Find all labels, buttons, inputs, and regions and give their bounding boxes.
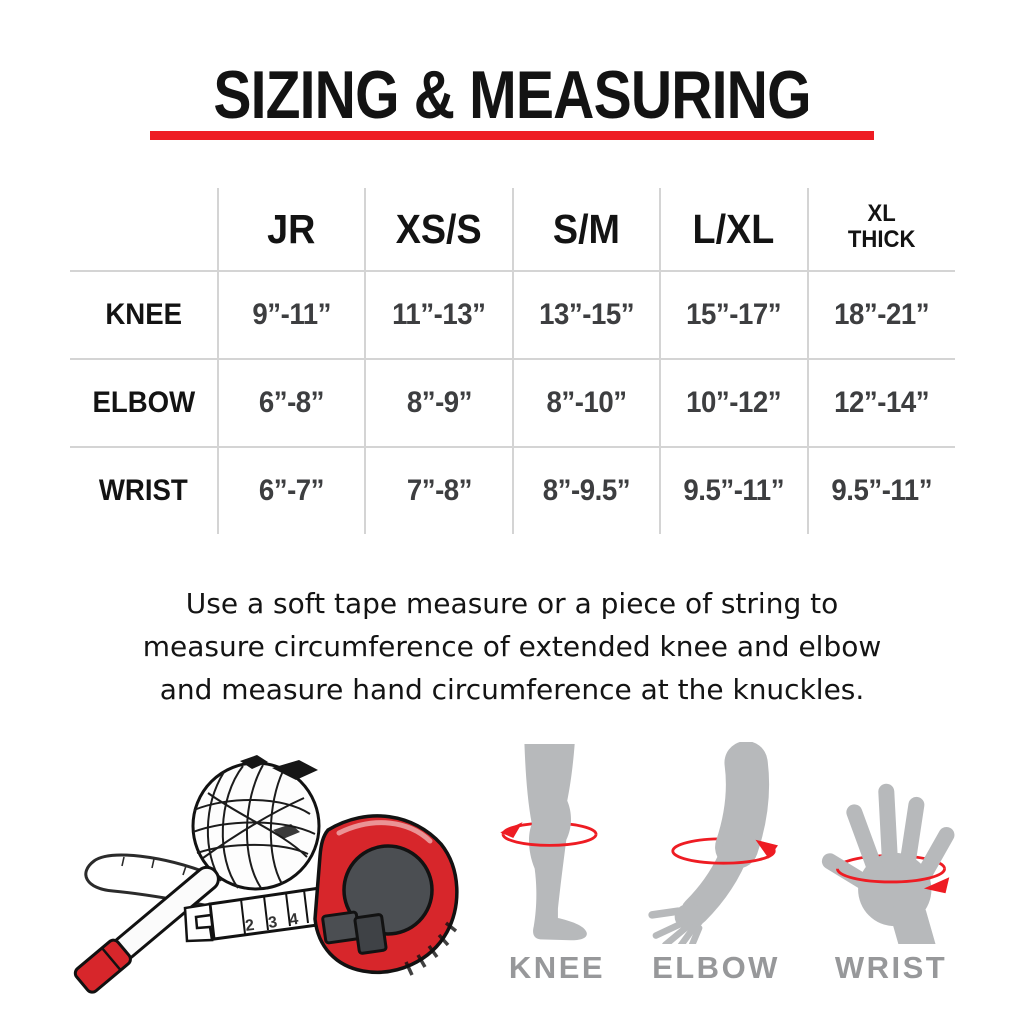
wrist-illustration [821, 783, 955, 944]
col-header-xl-thick: XL THICK [806, 188, 955, 271]
size-cell: 8”-9” [364, 358, 513, 447]
svg-text:2: 2 [244, 917, 255, 935]
size-cell: 8”-10” [511, 358, 661, 447]
elbow-measure-ellipse [671, 839, 779, 865]
size-cell: 12”-14” [806, 358, 955, 447]
size-cell: 11”-13” [364, 270, 513, 359]
col-header-s-m: S/M [511, 188, 661, 271]
figure-label-elbow: ELBOW [652, 950, 780, 985]
knee-illustration [500, 744, 598, 941]
col-header-l-xl: L/XL [659, 188, 808, 271]
marker-pen-icon [73, 865, 220, 994]
tape-strip: 2 3 4 [183, 886, 327, 943]
size-cell: 9”-11” [216, 270, 366, 359]
figure-wrist: WRIST [816, 756, 966, 986]
size-cell: 18”-21” [806, 270, 955, 359]
elbow-illustration [648, 742, 779, 944]
tape-measure-icon: 2 3 4 [183, 814, 459, 976]
row-header-knee: KNEE [70, 270, 218, 359]
figure-label-wrist: WRIST [834, 950, 948, 985]
hand-silhouette [821, 783, 955, 944]
table-row-wrist: WRIST 6”-7” 7”-8” 8”-9.5” 9.5”-11” 9.5”-… [70, 446, 955, 534]
figure-knee: KNEE [490, 744, 624, 986]
size-cell: 10”-12” [659, 358, 808, 447]
instructions-text: Use a soft tape measure or a piece of st… [142, 587, 882, 706]
size-cell: 13”-15” [511, 270, 661, 359]
row-header-elbow: ELBOW [70, 358, 218, 447]
arm-silhouette [648, 742, 770, 944]
col-header-xs-s: XS/S [364, 188, 513, 271]
size-cell: 6”-8” [216, 358, 366, 447]
measuring-tools-illustration: 2 3 4 [73, 755, 459, 994]
size-cell: 7”-8” [364, 446, 513, 534]
size-cell: 8”-9.5” [511, 446, 661, 534]
sizing-table: JR XS/S S/M L/XL XL THICK KNEE 9”-11” 11… [70, 188, 955, 534]
svg-text:4: 4 [288, 911, 299, 929]
page-title: SIZING & MEASURING [213, 57, 811, 133]
table-row-elbow: ELBOW 6”-8” 8”-9” 8”-10” 10”-12” 12”-14” [70, 358, 955, 447]
corner-cell [70, 188, 218, 271]
svg-text:3: 3 [267, 914, 278, 932]
title-underline [150, 131, 874, 140]
figure-elbow: ELBOW [630, 742, 802, 986]
size-cell: 9.5”-11” [806, 446, 955, 534]
leg-silhouette [524, 744, 587, 941]
size-cell: 15”-17” [659, 270, 808, 359]
figure-label-knee: KNEE [508, 950, 606, 985]
size-cell: 6”-7” [216, 446, 366, 534]
size-cell: 9.5”-11” [659, 446, 808, 534]
twine-ball-icon [191, 755, 321, 891]
knee-measure-ellipse [500, 822, 598, 847]
table-row-knee: KNEE 9”-11” 11”-13” 13”-15” 15”-17” 18”-… [70, 270, 955, 359]
header-row: JR XS/S S/M L/XL XL THICK [70, 188, 955, 271]
tape-numbers: 2 3 4 [244, 911, 299, 935]
wrist-measure-ellipse [836, 868, 950, 894]
row-header-wrist: WRIST [70, 446, 218, 534]
col-header-jr: JR [216, 188, 366, 271]
